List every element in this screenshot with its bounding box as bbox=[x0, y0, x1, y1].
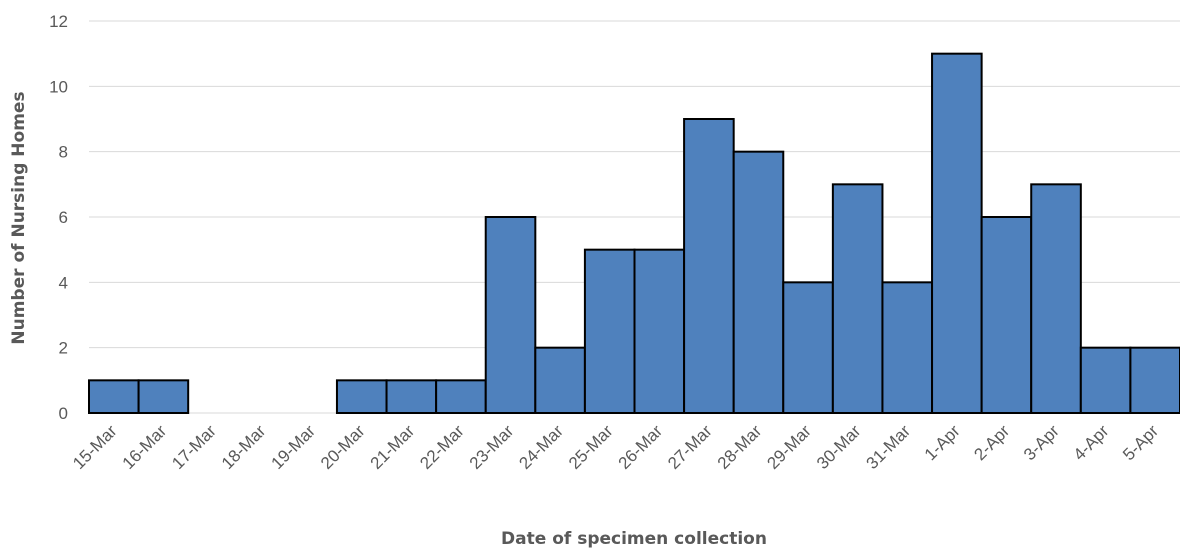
bar-3-Apr bbox=[1030, 183, 1082, 414]
y-axis-title: Number of Nursing Homes bbox=[9, 91, 29, 344]
x-tick-label: 24-Mar bbox=[515, 421, 567, 473]
y-tick-label: 6 bbox=[59, 208, 68, 227]
x-tick-label: 26-Mar bbox=[615, 421, 667, 473]
x-tick-label: 1-Apr bbox=[921, 421, 964, 464]
bar-23-Mar bbox=[484, 216, 537, 414]
y-tick-label: 10 bbox=[49, 77, 68, 96]
x-tick-label: 15-Mar bbox=[69, 421, 121, 473]
bar-27-Mar bbox=[683, 118, 735, 414]
bar-30-Mar bbox=[831, 183, 884, 414]
y-tick-label: 0 bbox=[59, 404, 68, 423]
y-tick-label: 12 bbox=[49, 12, 68, 31]
bar-5-Apr bbox=[1129, 346, 1180, 414]
bars bbox=[88, 52, 1180, 415]
bar-20-Mar bbox=[335, 379, 388, 415]
x-tick-label: 31-Mar bbox=[863, 421, 915, 473]
x-tick-label: 22-Mar bbox=[416, 421, 468, 473]
bar-22-Mar bbox=[435, 379, 487, 415]
x-tick-labels: 15-Mar16-Mar17-Mar18-Mar19-Mar20-Mar21-M… bbox=[69, 421, 1162, 473]
y-tick-label: 2 bbox=[59, 339, 68, 358]
bar-21-Mar bbox=[385, 379, 438, 415]
x-tick-label: 29-Mar bbox=[763, 421, 815, 473]
bar-1-Apr bbox=[931, 52, 983, 415]
x-tick-label: 30-Mar bbox=[813, 421, 865, 473]
x-tick-label: 16-Mar bbox=[119, 421, 171, 473]
y-tick-label: 4 bbox=[59, 273, 68, 292]
bar-4-Apr bbox=[1079, 346, 1132, 414]
bar-29-Mar bbox=[782, 281, 834, 415]
x-tick-label: 4-Apr bbox=[1070, 421, 1113, 464]
x-tick-label: 2-Apr bbox=[970, 421, 1013, 464]
bar-24-Mar bbox=[534, 346, 586, 414]
x-tick-label: 25-Mar bbox=[565, 421, 617, 473]
bar-15-Mar bbox=[88, 379, 140, 415]
y-tick-label: 8 bbox=[59, 143, 68, 162]
bar-31-Mar bbox=[881, 281, 934, 415]
x-axis-title: Date of specimen collection bbox=[501, 529, 767, 549]
x-tick-label: 18-Mar bbox=[218, 421, 270, 473]
x-tick-label: 20-Mar bbox=[317, 421, 369, 473]
bar-2-Apr bbox=[980, 216, 1033, 414]
x-tick-label: 27-Mar bbox=[664, 421, 716, 473]
x-tick-label: 19-Mar bbox=[267, 421, 319, 473]
bar-28-Mar bbox=[732, 150, 785, 415]
x-tick-label: 17-Mar bbox=[168, 421, 220, 473]
x-tick-label: 23-Mar bbox=[466, 421, 518, 473]
x-tick-label: 21-Mar bbox=[367, 421, 419, 473]
bar-16-Mar bbox=[137, 379, 190, 415]
bar-26-Mar bbox=[633, 248, 686, 414]
x-tick-label: 5-Apr bbox=[1119, 421, 1162, 464]
x-tick-label: 3-Apr bbox=[1020, 421, 1063, 464]
bar-25-Mar bbox=[583, 248, 636, 414]
x-tick-label: 28-Mar bbox=[714, 421, 766, 473]
y-tick-labels: 0 2 4 6 8 10 12 bbox=[49, 12, 68, 423]
